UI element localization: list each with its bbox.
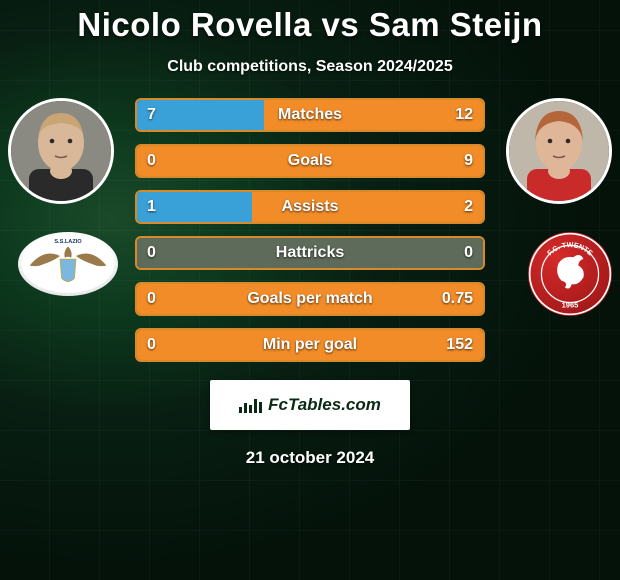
stat-value-right: 9 [464, 152, 473, 170]
twente-crest-icon: F.C. TWENTE 1965 [528, 232, 612, 316]
fctables-badge: FcTables.com [210, 380, 410, 430]
stat-label: Hattricks [276, 244, 344, 262]
stat-bar: Matches 7 12 [135, 98, 485, 132]
stat-bar: Goals per match 0 0.75 [135, 282, 485, 316]
player-left-portrait-icon [11, 101, 111, 201]
stat-value-right: 152 [446, 336, 473, 354]
barchart-icon [239, 397, 262, 413]
content-root: Nicolo Rovella vs Sam Steijn Club compet… [0, 0, 620, 580]
stat-label: Matches [278, 106, 342, 124]
stat-bar: Min per goal 0 152 [135, 328, 485, 362]
stat-value-right: 12 [455, 106, 473, 124]
stat-value-left: 0 [147, 244, 156, 262]
lazio-crest-icon: S.S.LAZIO [18, 232, 118, 296]
player-left-avatar [8, 98, 114, 204]
stat-label: Min per goal [263, 336, 357, 354]
stat-label: Assists [282, 198, 339, 216]
stat-value-left: 7 [147, 106, 156, 124]
date-text: 21 october 2024 [246, 448, 375, 468]
page-subtitle: Club competitions, Season 2024/2025 [167, 58, 452, 76]
stat-bar: Goals 0 9 [135, 144, 485, 178]
stat-bar: Assists 1 2 [135, 190, 485, 224]
player-right-portrait-icon [509, 101, 609, 201]
stat-value-right: 0 [464, 244, 473, 262]
badge-text: FcTables.com [268, 395, 381, 415]
stat-value-left: 0 [147, 336, 156, 354]
stat-label: Goals [288, 152, 332, 170]
stat-value-right: 2 [464, 198, 473, 216]
svg-text:1965: 1965 [562, 301, 579, 310]
svg-text:S.S.LAZIO: S.S.LAZIO [54, 239, 82, 245]
player-right-avatar [506, 98, 612, 204]
club-left-crest: S.S.LAZIO [18, 232, 118, 296]
stat-value-right: 0.75 [442, 290, 473, 308]
svg-text:F.C. TWENTE: F.C. TWENTE [546, 241, 594, 257]
stat-label: Goals per match [247, 290, 372, 308]
stat-bars: Matches712Goals09Assists12Hattricks00Goa… [135, 98, 485, 362]
club-right-crest: F.C. TWENTE 1965 [528, 232, 612, 316]
page-title: Nicolo Rovella vs Sam Steijn [77, 6, 542, 44]
stat-value-left: 0 [147, 290, 156, 308]
stat-bar-left-fill [137, 100, 264, 130]
comparison-wrap: S.S.LAZIO F.C. TWENTE 1965 Matches712Goa… [0, 98, 620, 362]
stat-value-left: 1 [147, 198, 156, 216]
stat-value-left: 0 [147, 152, 156, 170]
stat-bar: Hattricks 0 0 [135, 236, 485, 270]
